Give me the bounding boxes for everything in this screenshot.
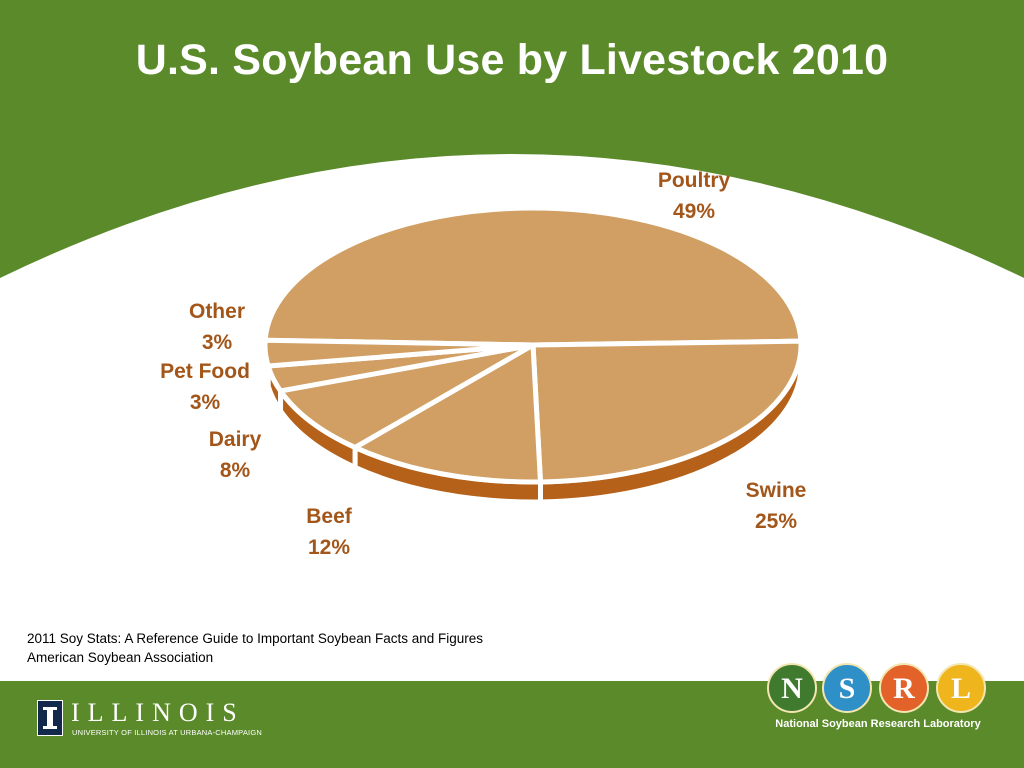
pie-slice-other bbox=[262, 337, 536, 369]
source-title: 2011 Soy Stats: A Reference Guide to Imp… bbox=[27, 631, 484, 646]
slice-value-beef: 12% bbox=[308, 536, 350, 559]
nsrl-letter: L bbox=[951, 672, 971, 705]
illinois-block-i-icon bbox=[37, 700, 63, 736]
slice-label-dairy: Dairy bbox=[209, 428, 262, 451]
slice-label-poultry: Poultry bbox=[658, 169, 731, 192]
pie-slice-beef bbox=[352, 342, 543, 485]
nsrl-letter: R bbox=[893, 672, 915, 705]
pie-slices bbox=[262, 205, 804, 485]
slice-label-swine: Swine bbox=[746, 479, 807, 502]
slice-label-beef: Beef bbox=[306, 505, 353, 528]
nsrl-circle-n: N bbox=[767, 663, 817, 713]
slice-value-swine: 25% bbox=[755, 510, 797, 533]
slice-label-pet-food: Pet Food bbox=[160, 360, 250, 383]
slice-value-other: 3% bbox=[202, 331, 233, 354]
source-citation: 2011 Soy Stats: A Reference Guide to Imp… bbox=[27, 629, 483, 667]
pie-slice-swine bbox=[530, 338, 804, 485]
nsrl-letter: S bbox=[839, 672, 856, 705]
nsrl-name: National Soybean Research Laboratory bbox=[775, 718, 981, 730]
slide-title: U.S. Soybean Use by Livestock 2010 bbox=[135, 36, 889, 84]
pie-labels: Poultry 49% Swine 25% Beef 12% Dairy 8% Pet Food… bbox=[160, 169, 806, 559]
slice-value-dairy: 8% bbox=[220, 459, 251, 482]
slice-value-poultry: 49% bbox=[673, 200, 715, 223]
nsrl-circle-s: S bbox=[822, 663, 872, 713]
nsrl-logo: N S R L bbox=[767, 663, 986, 713]
nsrl-letter: N bbox=[781, 672, 803, 705]
nsrl-circle-r: R bbox=[879, 663, 929, 713]
source-org: American Soybean Association bbox=[27, 650, 214, 665]
pie-slice-poultry bbox=[262, 205, 804, 348]
nsrl-circle-l: L bbox=[936, 663, 986, 713]
illinois-subtitle: UNIVERSITY OF ILLINOIS AT URBANA-CHAMPAI… bbox=[72, 728, 262, 737]
header-green-band bbox=[0, 0, 1024, 278]
slice-label-other: Other bbox=[189, 300, 245, 323]
slice-value-pet-food: 3% bbox=[190, 391, 221, 414]
illinois-wordmark: ILLINOIS bbox=[71, 698, 245, 727]
